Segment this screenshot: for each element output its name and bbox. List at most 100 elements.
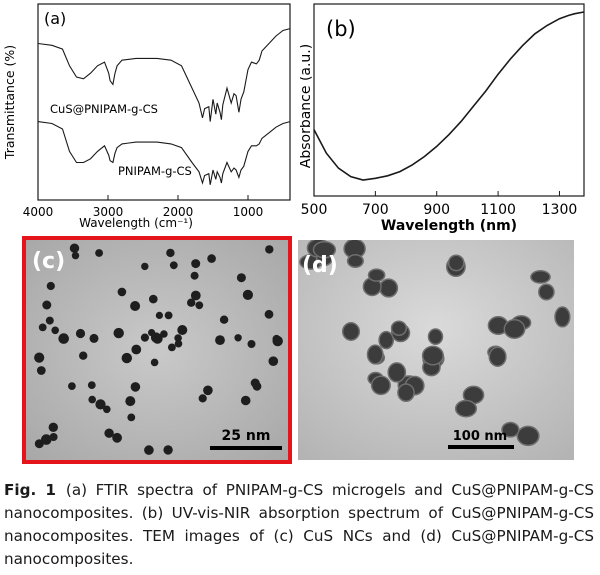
uvvis-tick-label: 1100	[480, 202, 516, 218]
nanocrystal-dot	[168, 343, 176, 352]
nanocrystal-dot	[174, 339, 183, 348]
composite-nanoparticle	[421, 345, 444, 366]
nanocrystal-dot	[150, 358, 159, 367]
nanocrystal-dot	[141, 262, 149, 271]
tem-d-scale-bar	[448, 445, 514, 449]
nanocrystal-dot	[49, 433, 58, 441]
caption-figure-label: Fig. 1	[4, 481, 56, 499]
tem-c-scale-text: 25 nm	[222, 428, 271, 444]
nanocrystal-dot	[95, 249, 103, 257]
nanocrystal-dot	[117, 287, 127, 297]
nanocrystal-dot	[68, 382, 76, 390]
nanocrystal-dot	[130, 382, 141, 392]
nanocrystal-dot	[34, 352, 45, 363]
nanocrystal-dot	[144, 445, 154, 455]
composite-nanoparticle	[501, 421, 520, 438]
ftir-chart: (a) 4000 3000 2000 1000 Wavelength (cm⁻¹) T…	[2, 3, 291, 230]
composite-nanoparticle	[341, 322, 361, 341]
ftir-x-ticks: 4000 3000 2000 1000	[23, 195, 263, 219]
nanocrystal-dot	[155, 311, 163, 319]
nanocrystal-dot	[219, 315, 229, 324]
tem-c-panel-label: (c)	[32, 249, 65, 274]
composite-nanoparticle	[516, 425, 540, 447]
uvvis-tick-label: 500	[301, 202, 328, 218]
uvvis-x-ticks: 500 700 900 1100 1300	[301, 191, 578, 218]
composite-nanoparticle	[554, 306, 571, 328]
tem-image-cus: (c) 25 nm	[22, 236, 292, 464]
ftir-series-label-cus: CuS@PNIPAM-g-CS	[50, 102, 158, 116]
nanocrystal-dot	[191, 259, 201, 269]
tem-micrograph-cus: (c) 25 nm	[26, 240, 288, 460]
nanocrystal-dot	[190, 290, 201, 301]
nanocrystal-dot	[131, 344, 142, 355]
nanocrystal-dot	[149, 294, 158, 304]
nanocrystal-dot	[103, 405, 111, 414]
nanocrystal-dot	[112, 432, 122, 443]
nanocrystal-dot	[121, 352, 132, 364]
nanocrystal-dot	[242, 289, 253, 300]
nanocrystal-dot	[79, 351, 88, 360]
nanocrystal-dot	[198, 394, 207, 403]
nanocrystal-dot	[195, 301, 204, 310]
nanocrystal-dot	[252, 381, 262, 391]
composite-nanoparticle	[312, 240, 337, 259]
nanocrystal-dot	[104, 428, 114, 438]
composite-nanoparticle	[387, 362, 407, 383]
uvvis-y-axis-label: Absorbance (a.u.)	[300, 44, 314, 168]
composite-nanoparticle	[447, 254, 465, 272]
ftir-tick-label: 2000	[163, 205, 194, 219]
uvvis-panel-label: (b)	[326, 17, 356, 41]
uvvis-x-axis-label: Wavelength (nm)	[381, 218, 517, 234]
ftir-tick-label: 3000	[93, 205, 124, 219]
nanocrystal-dot	[87, 381, 96, 389]
ftir-series-group	[37, 28, 291, 185]
composite-nanoparticles	[299, 240, 571, 447]
nanocrystal-dot	[69, 243, 80, 253]
composite-nanoparticle	[397, 383, 415, 402]
ftir-line-cus-pnipam-g-cs	[37, 28, 291, 122]
composite-nanoparticle	[366, 344, 384, 365]
nanocrystal-dot	[38, 323, 47, 332]
nanocrystal-dot	[95, 399, 106, 410]
figure-caption: Fig. 1 (a) FTIR spectra of PNIPAM-g-CS mi…	[4, 479, 594, 571]
composite-nanoparticle	[346, 254, 364, 268]
composite-nanoparticle	[427, 328, 444, 345]
nanocrystal-dot	[163, 445, 173, 455]
tem-c-scale-bar	[210, 446, 282, 450]
nanocrystal-dot	[148, 329, 156, 337]
composite-nanoparticle	[488, 346, 507, 367]
nanocrystal-dot	[236, 273, 246, 283]
tem-image-composite: (d) 100 nm	[298, 240, 574, 460]
nanocrystal-dot	[215, 335, 225, 345]
nanocrystal-dot	[268, 356, 279, 366]
composite-nanoparticle	[390, 320, 408, 336]
nanocrystal-dot	[125, 396, 136, 407]
nanocrystal-dot	[49, 424, 57, 432]
ftir-plot-frame	[37, 3, 291, 201]
nanocrystal-dot	[34, 439, 44, 449]
nanocrystal-dot	[169, 261, 178, 270]
tem-micrograph-composite: (d) 100 nm	[298, 240, 574, 460]
tem-d-panel-label: (d)	[302, 253, 338, 278]
nanocrystal-dot	[177, 325, 188, 335]
uvvis-tick-label: 1300	[542, 202, 578, 218]
tem-c-background	[26, 240, 288, 460]
nanocrystal-dot	[247, 340, 256, 348]
ftir-x-axis-label: Wavelength (cm⁻¹)	[79, 216, 193, 230]
uvvis-tick-label: 700	[362, 202, 389, 218]
nanocrystal-dot	[89, 333, 99, 343]
uvvis-series-group	[313, 11, 585, 181]
nanocrystal-dot	[88, 395, 96, 404]
tem-d-scale-text: 100 nm	[453, 429, 507, 444]
nanocrystal-dot	[187, 298, 196, 307]
nanocrystal-dot	[265, 245, 274, 254]
nanocrystal-dot	[36, 366, 46, 375]
nanocrystal-dot	[264, 309, 274, 319]
composite-nanoparticle	[503, 319, 526, 339]
nanocrystal-dot	[140, 333, 149, 342]
nanocrystal-dot	[240, 395, 251, 406]
nanocrystal-dot	[164, 311, 173, 320]
nanocrystal-dot	[190, 271, 199, 280]
nanocrystal-dot	[272, 335, 283, 347]
ftir-panel-label: (a)	[44, 9, 66, 28]
